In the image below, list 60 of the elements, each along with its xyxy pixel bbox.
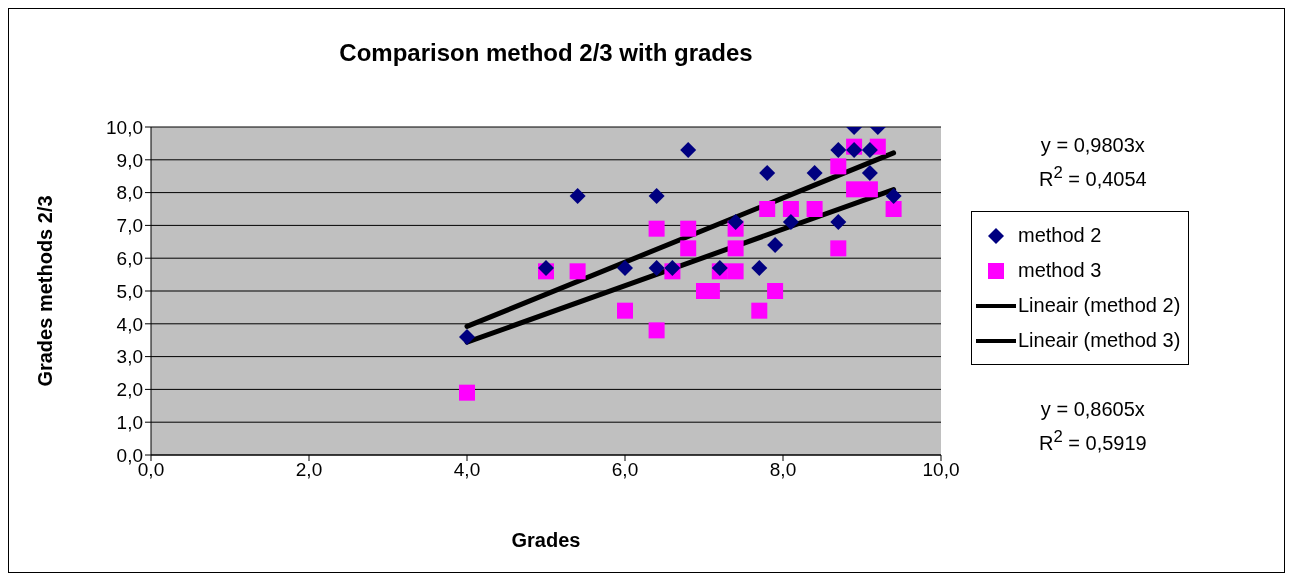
y-tick-label: 10,0	[106, 116, 143, 138]
point	[830, 141, 847, 158]
point	[617, 302, 633, 319]
point	[569, 187, 586, 204]
point	[680, 220, 697, 237]
y-tick-label: 5,0	[116, 280, 143, 302]
point	[806, 164, 823, 181]
legend-label: Lineair (method 2)	[1018, 294, 1181, 317]
y-tick-label: 7,0	[116, 215, 143, 237]
point	[806, 201, 823, 217]
point	[861, 141, 878, 158]
y-tick-label: 3,0	[116, 346, 143, 368]
point	[885, 187, 902, 204]
point	[782, 214, 799, 231]
point	[767, 283, 784, 299]
point	[751, 260, 768, 277]
point	[648, 260, 665, 277]
chart-title: Comparison method 2/3 with grades	[338, 39, 754, 67]
point	[648, 322, 665, 339]
point	[617, 260, 633, 277]
y-tick-label: 4,0	[116, 313, 143, 335]
point	[861, 164, 878, 181]
point	[459, 328, 475, 345]
y-axis-title: Grades methods 2/3	[33, 195, 57, 387]
point	[751, 302, 768, 319]
point	[680, 141, 697, 158]
point	[648, 220, 665, 237]
point	[782, 201, 799, 217]
y-tick-label: 6,0	[116, 247, 143, 269]
text: y = 0,8605x R$^{2}$ = 0,5919	[1039, 398, 1147, 454]
point	[830, 158, 847, 175]
point	[885, 201, 902, 217]
point	[459, 384, 475, 401]
legend-label: method 3	[1018, 259, 1102, 282]
x-tick-label: 10,0	[922, 459, 960, 481]
legend-label: Lineair (method 3)	[1018, 329, 1181, 352]
legend-label: method 2	[1018, 224, 1102, 247]
x-tick-label: 6,0	[611, 459, 639, 481]
point	[830, 214, 847, 231]
point	[861, 181, 878, 198]
y-tick-label: 9,0	[116, 149, 143, 171]
point	[767, 237, 784, 254]
text: y = 0,9803x R$^{2}$ = 0,4054	[1039, 134, 1147, 190]
point	[830, 240, 847, 257]
y-tick-label: 2,0	[116, 379, 143, 401]
x-tick-label: 2,0	[295, 459, 323, 481]
x-tick-label: 8,0	[769, 459, 797, 481]
x-tick-label: 4,0	[453, 459, 481, 481]
point	[727, 263, 744, 280]
point	[759, 201, 776, 217]
point	[680, 240, 697, 257]
point	[846, 181, 863, 198]
y-tick-label: 1,0	[116, 411, 143, 433]
point	[759, 164, 776, 181]
x-axis-title: Grades	[510, 529, 582, 552]
point	[569, 263, 586, 280]
point	[727, 240, 744, 257]
y-tick-label: 8,0	[116, 182, 143, 204]
point	[727, 214, 744, 231]
point	[648, 187, 665, 204]
